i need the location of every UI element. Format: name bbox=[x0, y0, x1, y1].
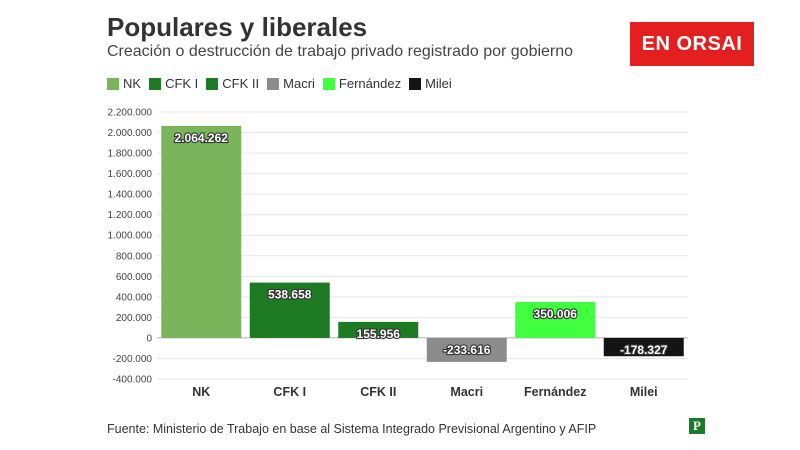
chart-subtitle: Creación o destrucción de trabajo privad… bbox=[107, 43, 574, 60]
legend-label: CFK I bbox=[165, 76, 199, 91]
y-tick-label: -200.000 bbox=[113, 354, 153, 365]
en-orsai-logo: EN ORSAI bbox=[630, 22, 754, 66]
legend-swatch bbox=[322, 77, 335, 90]
legend-swatch bbox=[149, 77, 162, 90]
publisher-logo: P bbox=[689, 418, 705, 434]
y-tick-label: 2.000.000 bbox=[108, 128, 153, 139]
bar bbox=[249, 282, 330, 338]
data-label: -233.616 bbox=[443, 343, 491, 357]
x-tick-label: NK bbox=[192, 385, 210, 399]
data-label: 2.064.262 bbox=[175, 131, 229, 145]
data-label: 155.956 bbox=[357, 327, 401, 341]
bar bbox=[603, 337, 684, 357]
legend-label: Milei bbox=[425, 76, 452, 91]
y-tick-label: 400.000 bbox=[116, 292, 153, 303]
legend-swatch bbox=[267, 77, 280, 90]
source-note: Fuente: Ministerio de Trabajo en base al… bbox=[107, 422, 597, 436]
bar bbox=[338, 321, 419, 338]
data-label: 538.658 bbox=[268, 288, 312, 302]
bar bbox=[515, 301, 596, 338]
legend-item: CFK II bbox=[206, 76, 259, 91]
data-label: -178.327 bbox=[620, 343, 668, 357]
bar bbox=[426, 337, 507, 362]
data-label: 350.006 bbox=[534, 307, 578, 321]
chart-title: Populares y liberales bbox=[107, 12, 368, 42]
legend-item: Macri bbox=[267, 76, 315, 91]
legend-item: NK bbox=[107, 76, 141, 91]
y-tick-label: 1.600.000 bbox=[108, 169, 153, 180]
legend-label: NK bbox=[123, 76, 142, 91]
x-tick-label: CFK I bbox=[273, 385, 306, 399]
y-tick-label: 600.000 bbox=[116, 272, 153, 283]
x-tick-label: Macri bbox=[450, 385, 483, 399]
legend-item: Fernández bbox=[322, 76, 402, 91]
y-tick-label: 0 bbox=[146, 333, 152, 344]
legend-item: Milei bbox=[409, 76, 452, 91]
y-tick-label: 200.000 bbox=[116, 313, 153, 324]
y-tick-label: 1.000.000 bbox=[108, 231, 153, 242]
x-tick-label: Milei bbox=[630, 385, 658, 399]
legend-item: CFK I bbox=[149, 76, 198, 91]
y-tick-label: -400.000 bbox=[113, 375, 153, 386]
y-tick-label: 1.800.000 bbox=[108, 149, 153, 160]
legend-label: Fernández bbox=[338, 76, 402, 91]
x-tick-label: CFK II bbox=[360, 385, 396, 399]
legend-swatch bbox=[206, 77, 219, 90]
bar bbox=[161, 125, 242, 338]
y-tick-label: 1.200.000 bbox=[108, 210, 153, 221]
y-tick-label: 1.400.000 bbox=[108, 190, 153, 201]
chart-legend: NK CFK I CFK II Macri Fernández Milei bbox=[107, 76, 452, 91]
y-tick-label: 2.200.000 bbox=[108, 108, 153, 119]
y-tick-label: 800.000 bbox=[116, 251, 153, 262]
legend-swatch bbox=[409, 77, 422, 90]
legend-label: Macri bbox=[283, 76, 315, 91]
x-tick-label: Fernández bbox=[524, 385, 587, 399]
legend-label: CFK II bbox=[222, 76, 260, 91]
legend-swatch bbox=[107, 77, 119, 90]
